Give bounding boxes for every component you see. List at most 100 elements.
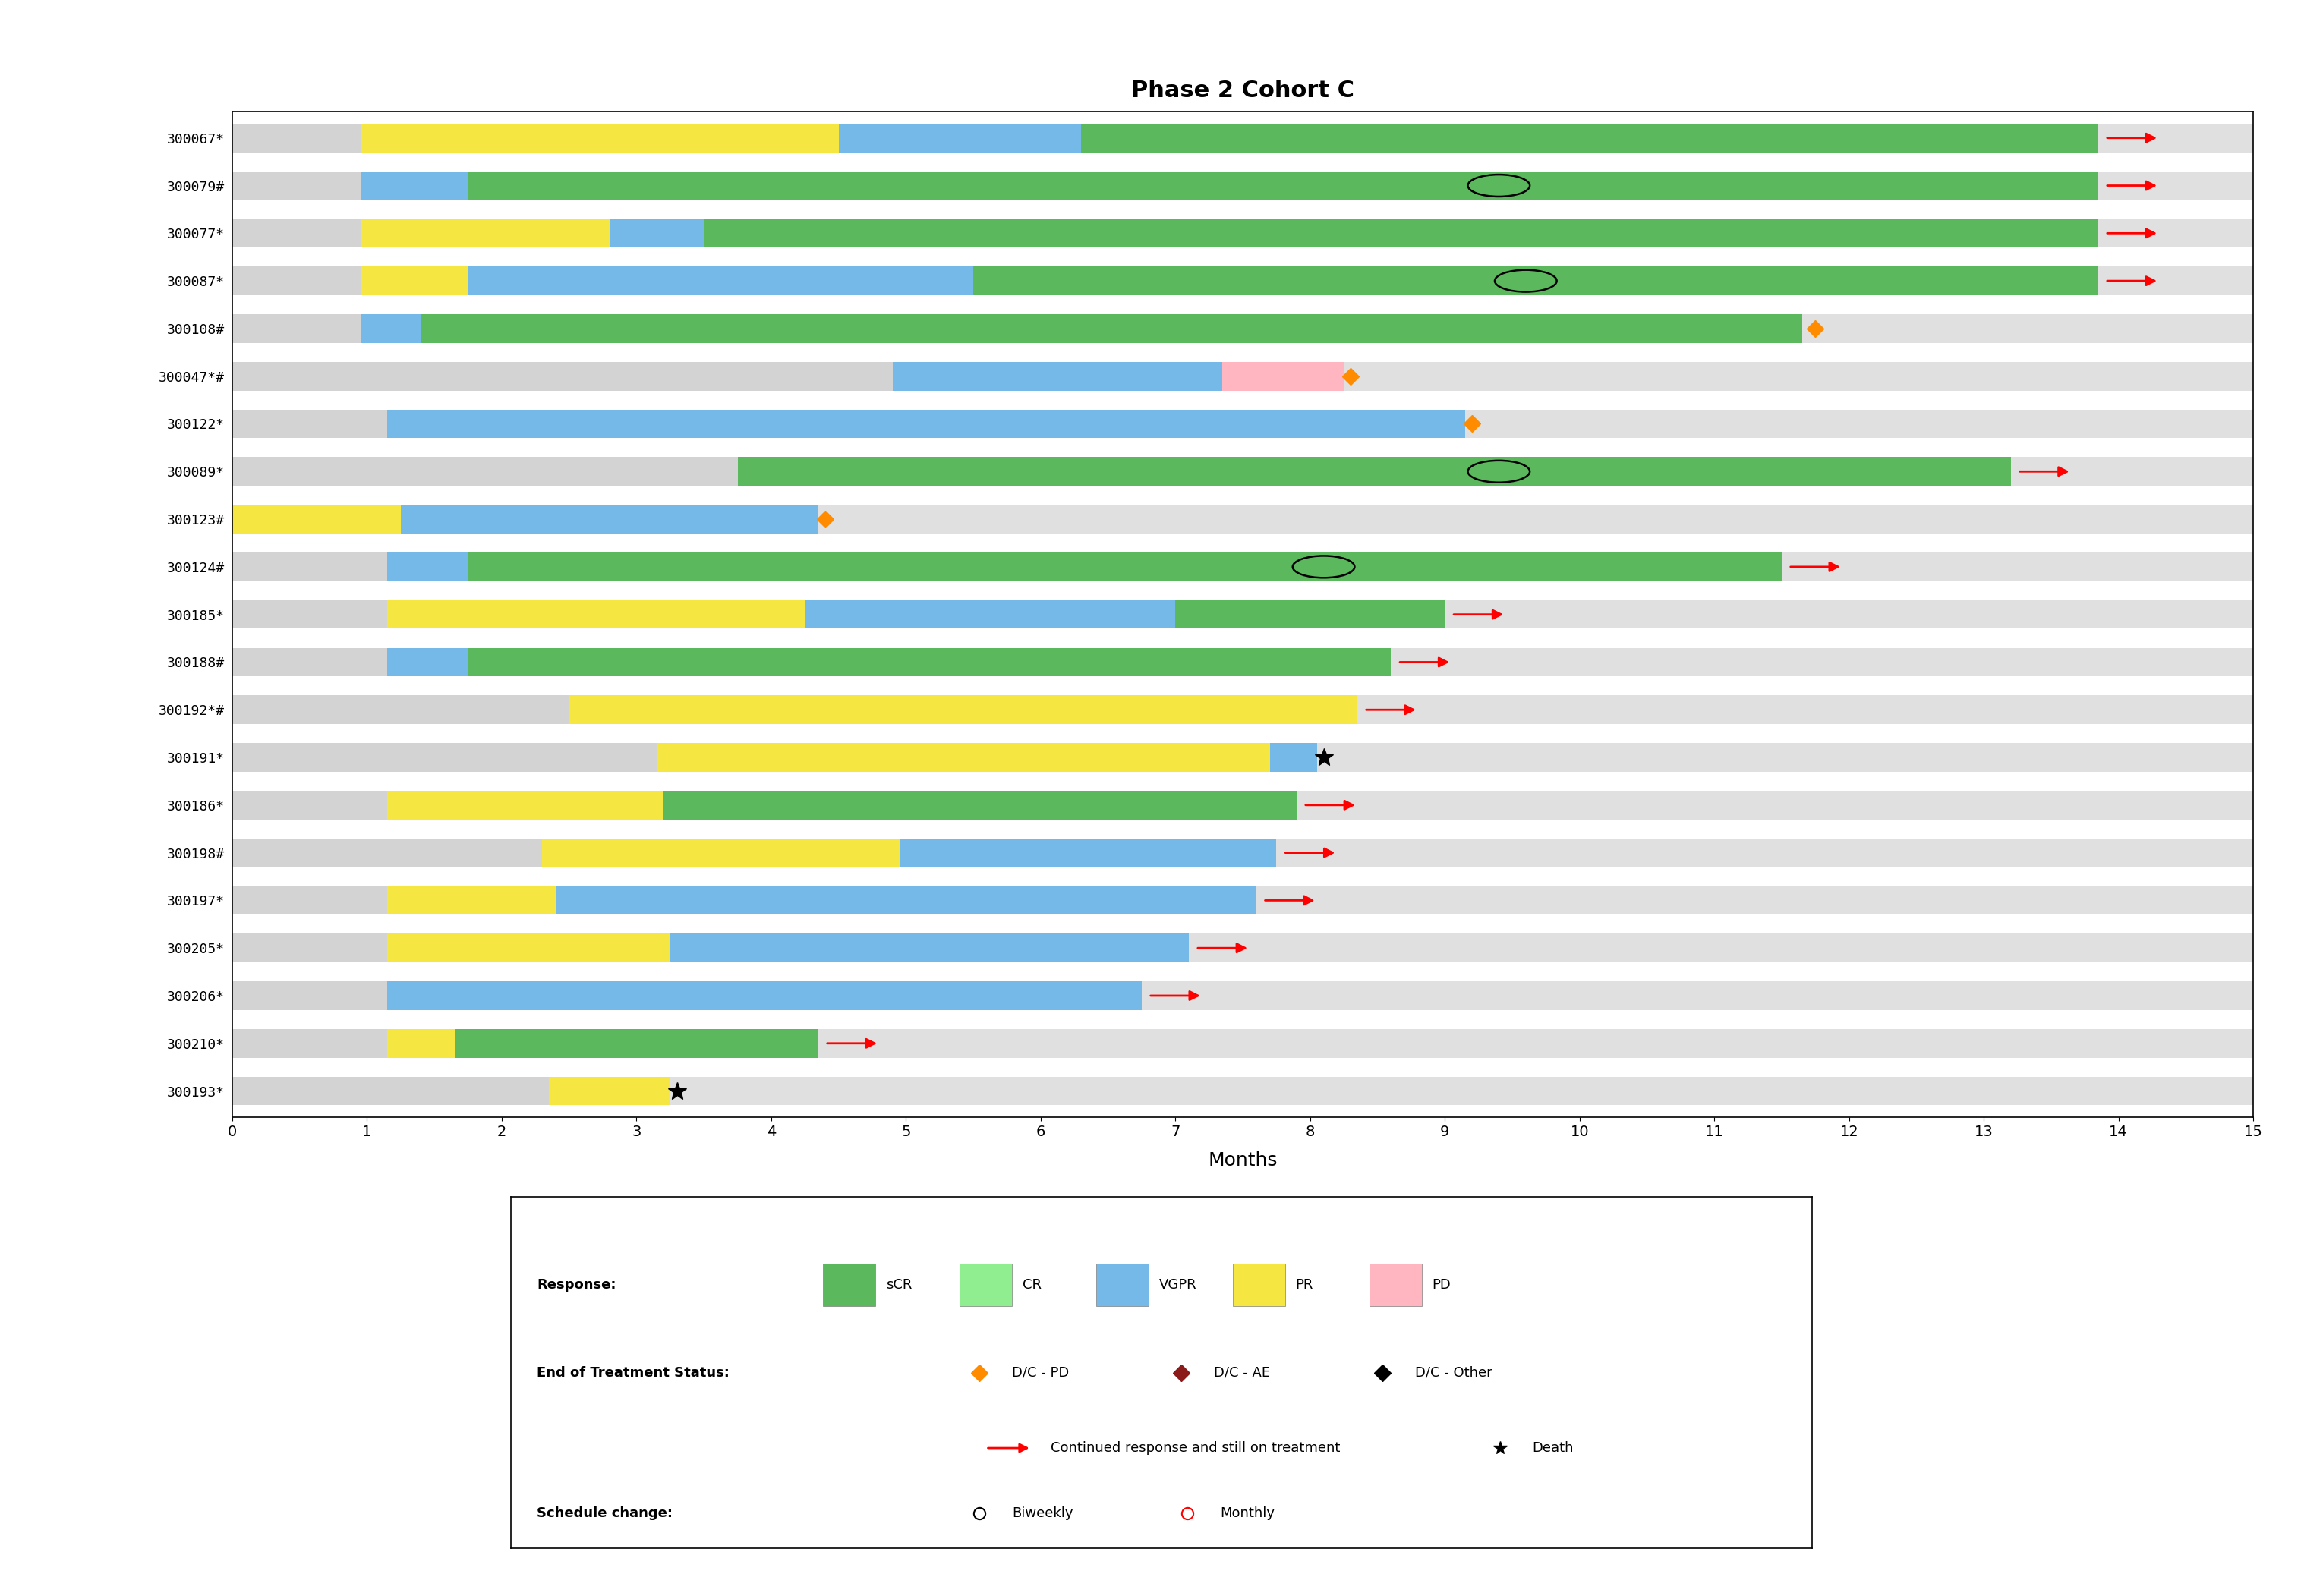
Text: Monthly: Monthly (1220, 1507, 1275, 1519)
Bar (232, 267, 2253, 295)
Bar (388, 410, 1466, 439)
Text: CR: CR (1022, 1278, 1041, 1291)
Bar (736, 456, 2012, 485)
Bar (232, 362, 892, 391)
Bar (232, 410, 388, 439)
Bar (388, 552, 467, 581)
Bar (232, 934, 388, 962)
Bar (455, 1029, 818, 1058)
Bar (232, 934, 2253, 962)
Text: Response:: Response: (537, 1278, 616, 1291)
Bar (232, 171, 2253, 200)
Bar (232, 1077, 2253, 1106)
Bar (232, 600, 2253, 629)
FancyBboxPatch shape (959, 1264, 1013, 1306)
Text: VGPR: VGPR (1159, 1278, 1196, 1291)
Bar (548, 1077, 669, 1106)
Bar (232, 648, 388, 677)
Bar (569, 696, 1357, 725)
Bar (232, 982, 2253, 1010)
Text: Death: Death (1533, 1441, 1573, 1456)
Bar (232, 456, 2253, 485)
Bar (657, 744, 1271, 772)
Title: Phase 2 Cohort C: Phase 2 Cohort C (1131, 80, 1354, 102)
Text: Biweekly: Biweekly (1013, 1507, 1073, 1519)
Bar (232, 552, 2253, 581)
Bar (232, 171, 360, 200)
Bar (892, 362, 1222, 391)
Bar (232, 744, 2253, 772)
Bar (388, 982, 1141, 1010)
Bar (1080, 123, 2098, 152)
Text: Schedule change:: Schedule change: (537, 1507, 674, 1519)
Bar (232, 123, 2253, 152)
Bar (232, 600, 388, 629)
Text: D/C - Other: D/C - Other (1415, 1366, 1491, 1379)
Bar (232, 790, 388, 819)
Bar (839, 123, 1080, 152)
Text: D/C - PD: D/C - PD (1013, 1366, 1069, 1379)
Bar (360, 123, 839, 152)
Bar (232, 1077, 548, 1106)
Bar (232, 504, 400, 533)
Text: sCR: sCR (885, 1278, 913, 1291)
Bar (1222, 362, 1343, 391)
Bar (232, 696, 2253, 725)
Text: Continued response and still on treatment: Continued response and still on treatmen… (1050, 1441, 1340, 1456)
Bar (388, 648, 467, 677)
Bar (360, 171, 467, 200)
Bar (555, 886, 1257, 915)
Bar (232, 123, 360, 152)
Bar (388, 1029, 455, 1058)
Text: End of Treatment Status:: End of Treatment Status: (537, 1366, 729, 1379)
Bar (360, 314, 420, 343)
Text: D/C - AE: D/C - AE (1213, 1366, 1271, 1379)
Bar (467, 267, 973, 295)
Bar (420, 314, 1803, 343)
Bar (467, 171, 2098, 200)
Bar (232, 790, 2253, 819)
Bar (232, 886, 388, 915)
Bar (232, 982, 388, 1010)
Bar (232, 314, 360, 343)
Bar (360, 219, 609, 247)
Bar (1175, 600, 1445, 629)
Bar (467, 648, 1391, 677)
Bar (388, 934, 669, 962)
X-axis label: Months: Months (1208, 1152, 1278, 1170)
Bar (232, 1029, 388, 1058)
Bar (1271, 744, 1317, 772)
Bar (232, 552, 388, 581)
Bar (609, 219, 704, 247)
Bar (467, 552, 1782, 581)
Bar (232, 696, 569, 725)
Bar (232, 744, 657, 772)
FancyBboxPatch shape (1371, 1264, 1422, 1306)
Text: PR: PR (1296, 1278, 1312, 1291)
Bar (388, 790, 664, 819)
Bar (232, 886, 2253, 915)
Bar (232, 362, 2253, 391)
Bar (664, 790, 1296, 819)
Bar (541, 838, 899, 867)
Bar (232, 219, 2253, 247)
Bar (232, 504, 2253, 533)
Bar (232, 410, 2253, 439)
Bar (704, 219, 2098, 247)
Bar (400, 504, 818, 533)
Bar (232, 1029, 2253, 1058)
Bar (232, 267, 360, 295)
Bar (899, 838, 1275, 867)
Bar (388, 886, 555, 915)
Bar (232, 456, 736, 485)
Bar (232, 219, 360, 247)
Bar (973, 267, 2098, 295)
Bar (232, 838, 541, 867)
Bar (232, 838, 2253, 867)
Bar (804, 600, 1175, 629)
Text: PD: PD (1431, 1278, 1452, 1291)
FancyBboxPatch shape (1096, 1264, 1148, 1306)
Bar (360, 267, 467, 295)
Bar (232, 648, 2253, 677)
Bar (232, 314, 2253, 343)
